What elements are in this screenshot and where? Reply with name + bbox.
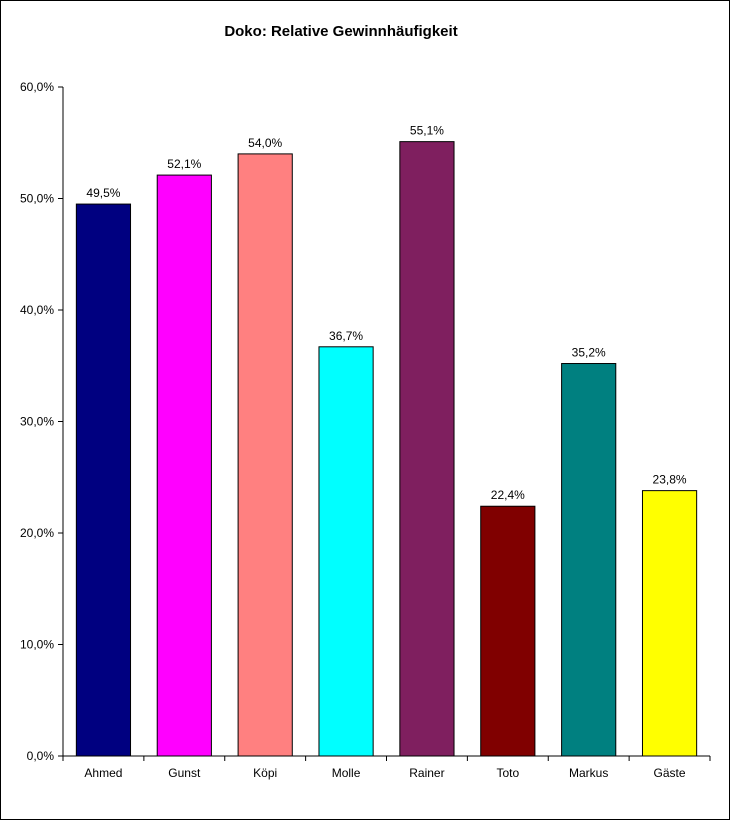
x-tick-label: Toto [496,766,519,780]
bar-value-label: 35,2% [572,346,606,360]
x-tick-label: Köpi [253,766,277,780]
x-tick-label: Molle [332,766,361,780]
bar-rainer [399,141,455,757]
x-tick-label: Markus [569,766,608,780]
y-tick-label: 20,0% [20,526,54,540]
y-tick-label: 50,0% [20,192,54,206]
bar-molle [318,346,374,757]
bar-value-label: 49,5% [86,186,120,200]
bar-ahmed [75,203,132,757]
bar-value-label: 36,7% [329,329,363,343]
x-tick-label: Ahmed [84,766,122,780]
bar-value-label: 55,1% [410,124,444,138]
chart-title: Doko: Relative Gewinnhäufigkeit [224,23,458,40]
x-tick-label: Gäste [654,766,686,780]
bar-markus [561,363,617,757]
bar-value-label: 54,0% [248,136,282,150]
bar-köpi [237,153,293,757]
y-tick-label: 30,0% [20,415,54,429]
y-tick-label: 10,0% [20,638,54,652]
bar-gäste [641,490,698,757]
bar-value-label: 52,1% [167,157,201,171]
bar-value-label: 23,8% [653,473,687,487]
y-tick-label: 0,0% [27,749,55,763]
bar-gunst [156,174,212,757]
bar-toto [480,505,536,757]
bar-value-label: 22,4% [491,488,525,502]
y-tick-label: 60,0% [20,80,54,94]
y-tick-label: 40,0% [20,303,54,317]
x-tick-label: Rainer [409,766,444,780]
x-tick-label: Gunst [168,766,201,780]
